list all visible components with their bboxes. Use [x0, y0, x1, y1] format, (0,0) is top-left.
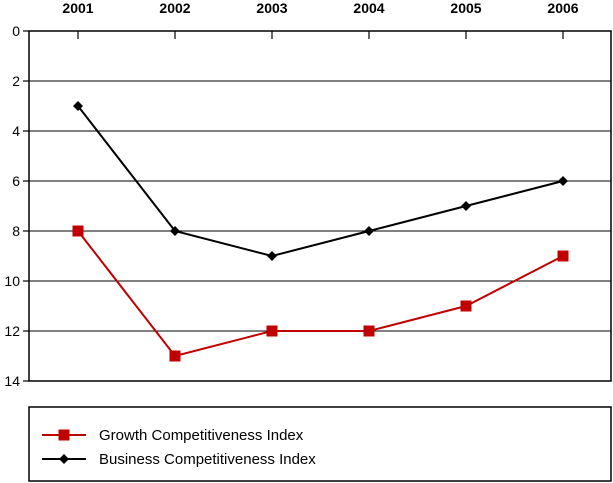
legend-box — [28, 406, 612, 482]
x-tick-label: 2002 — [159, 0, 190, 16]
series-line — [77, 105, 564, 258]
legend-marker — [59, 454, 69, 464]
legend-label: Business Competitiveness Index — [99, 451, 316, 468]
data-point — [170, 226, 180, 236]
x-tick-label: 2004 — [353, 0, 384, 16]
data-point — [267, 251, 277, 261]
x-tick-label: 2005 — [450, 0, 481, 16]
series — [72, 101, 569, 362]
data-point — [364, 226, 374, 236]
plot-frame — [28, 30, 612, 382]
y-tick-label: 10 — [4, 273, 20, 289]
data-point — [73, 101, 83, 111]
data-point — [558, 176, 568, 186]
y-tick-label: 2 — [12, 73, 20, 89]
data-point — [169, 350, 181, 362]
x-tick-label: 2001 — [62, 0, 93, 16]
series-line — [77, 230, 564, 358]
x-tick-label: 2006 — [547, 0, 578, 16]
legend-marker — [58, 429, 70, 441]
data-point — [363, 325, 375, 337]
data-point — [461, 201, 471, 211]
y-tick-label: 12 — [4, 323, 20, 339]
data-point — [460, 300, 472, 312]
axes: 0 2 4 6 8 10 12 14 2001 2002 2003 2004 2005 2006 — [4, 0, 612, 389]
y-tick-label: 6 — [12, 173, 20, 189]
legend: Growth Competitiveness Index Business Com… — [28, 406, 612, 482]
y-tick-label: 0 — [12, 23, 20, 39]
y-tick-label: 4 — [12, 123, 20, 139]
y-tick-label: 8 — [12, 223, 20, 239]
data-point — [72, 225, 84, 237]
gridlines — [29, 80, 611, 332]
legend-label: Growth Competitiveness Index — [99, 427, 304, 444]
data-point — [557, 250, 569, 262]
x-tick-label: 2003 — [256, 0, 287, 16]
y-tick-label: 14 — [4, 373, 20, 389]
data-point — [266, 325, 278, 337]
